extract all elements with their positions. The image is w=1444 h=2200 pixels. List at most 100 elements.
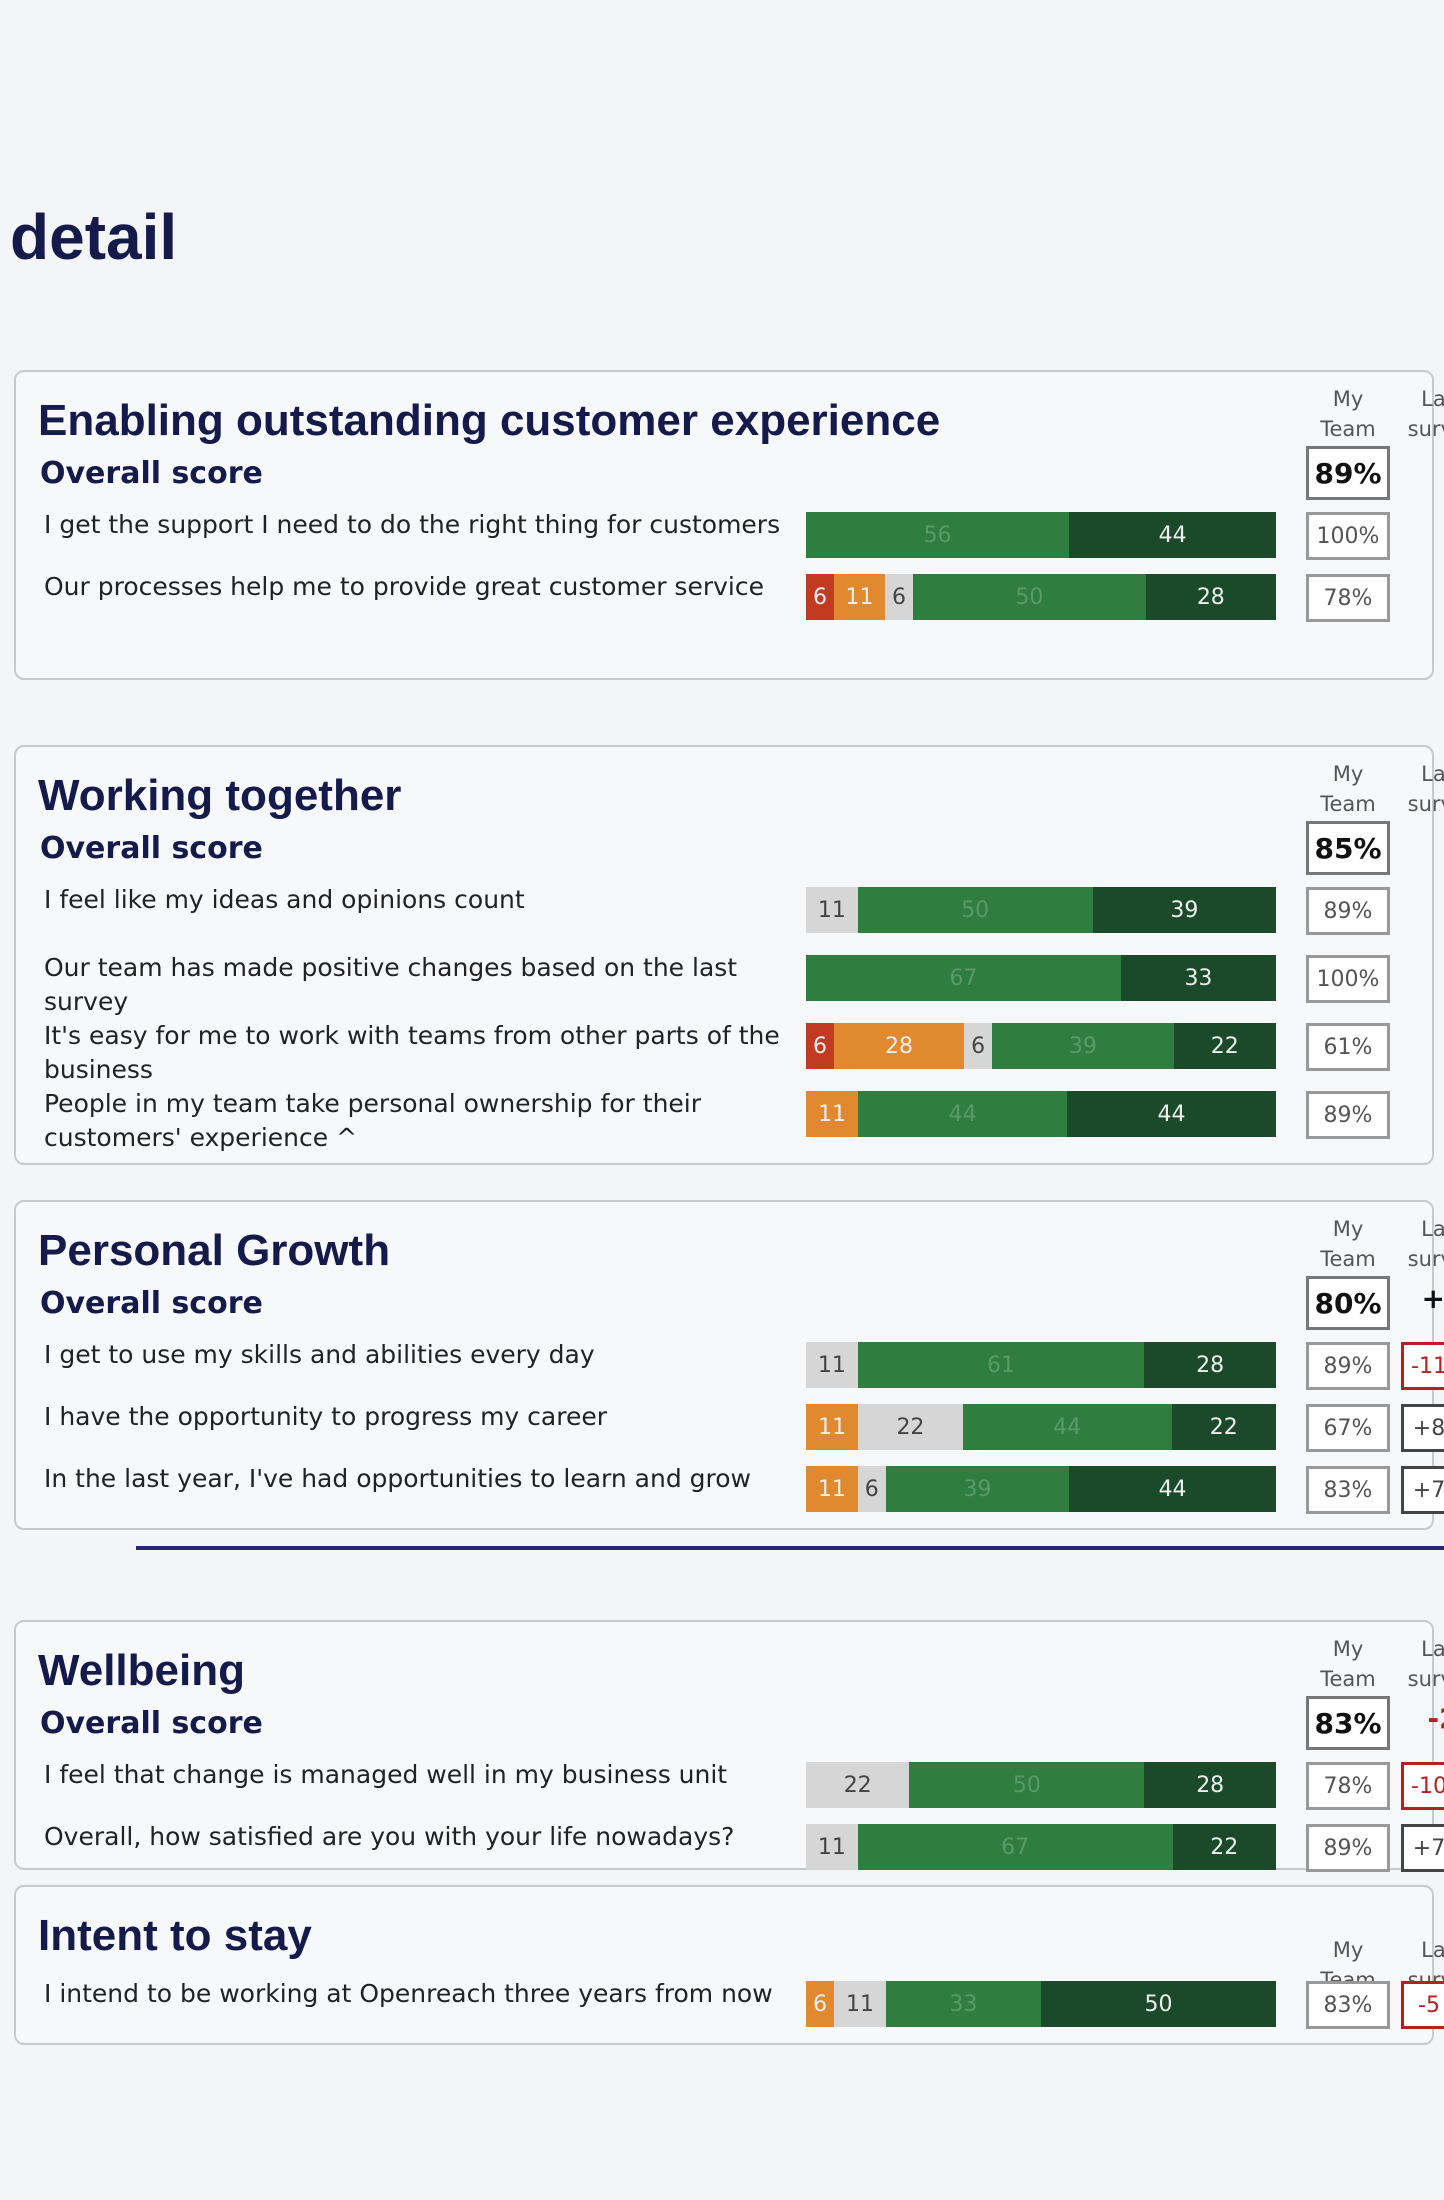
question: Our team has made positive changes based… bbox=[44, 953, 738, 1016]
header-line: survey bbox=[1407, 1247, 1444, 1271]
segment-label: 33 bbox=[1184, 965, 1213, 991]
header-line: My bbox=[1332, 762, 1364, 786]
bar-segment: 44 bbox=[1069, 1466, 1276, 1512]
team-score: 89% bbox=[1306, 887, 1390, 935]
segment-label: 11 bbox=[845, 584, 874, 610]
bar-segment: 44 bbox=[962, 1404, 1172, 1450]
overall-label: Overall score bbox=[40, 1286, 263, 1321]
segment-label: 11 bbox=[818, 1101, 847, 1127]
segment-label: 28 bbox=[1196, 1352, 1225, 1378]
last-survey: +7 bbox=[1401, 1466, 1444, 1514]
bar-segment: 22 bbox=[806, 1762, 910, 1808]
team-score: 100% bbox=[1306, 955, 1390, 1003]
section-title: Enabling outstanding customer experience bbox=[38, 396, 941, 445]
team-score: 89% bbox=[1306, 1091, 1390, 1139]
bar-segment: 44 bbox=[858, 1091, 1068, 1137]
header-line: My bbox=[1332, 387, 1364, 411]
bar-segment: 11 bbox=[806, 1342, 858, 1388]
header-line: Last bbox=[1421, 762, 1444, 786]
team-score: 100% bbox=[1306, 512, 1390, 560]
segment-label: 50 bbox=[1015, 584, 1044, 610]
last-survey: -10 bbox=[1401, 1762, 1444, 1810]
bar-segment: 6 bbox=[885, 574, 913, 620]
segment-label: 6 bbox=[813, 1991, 828, 2017]
overall-label: Overall score bbox=[40, 456, 263, 491]
last-survey: +7 bbox=[1401, 1824, 1444, 1872]
bar-segment: 50 bbox=[1040, 1981, 1276, 2027]
bar-segment: 11 bbox=[806, 1824, 858, 1870]
bar-segment: 67 bbox=[857, 1824, 1173, 1870]
stacked-bar: 11 22 44 22 bbox=[806, 1404, 1276, 1450]
bar-segment: 6 bbox=[964, 1023, 993, 1069]
question: People in my team take personal ownershi… bbox=[44, 1089, 702, 1152]
header-line: survey bbox=[1407, 417, 1444, 441]
header-line: Team bbox=[1320, 1247, 1376, 1271]
stacked-bar: 56 44 bbox=[806, 512, 1276, 558]
section-title: Working together bbox=[38, 771, 402, 820]
segment-label: 50 bbox=[1144, 1991, 1173, 2017]
bar-segment: 11 bbox=[834, 1981, 886, 2027]
bar-segment: 22 bbox=[1173, 1023, 1276, 1069]
overall-team: 83% bbox=[1306, 1696, 1390, 1750]
overall-team: 85% bbox=[1306, 821, 1390, 875]
header-line: survey bbox=[1407, 792, 1444, 816]
segment-label: 11 bbox=[818, 1414, 847, 1440]
stacked-bar: 6 28 6 39 22 bbox=[806, 1023, 1276, 1069]
divider bbox=[136, 1546, 1444, 1550]
bar-segment: 11 bbox=[806, 1091, 859, 1137]
stacked-bar: 67 33 bbox=[806, 955, 1276, 1001]
segment-label: 44 bbox=[1158, 522, 1187, 548]
bar-segment: 11 bbox=[806, 1404, 859, 1450]
last-survey: -11 bbox=[1401, 1342, 1444, 1390]
question: I get the support I need to do the right… bbox=[44, 510, 781, 539]
overall-label: Overall score bbox=[40, 831, 263, 866]
overall-team: 80% bbox=[1306, 1276, 1390, 1330]
header-line: My bbox=[1332, 1637, 1364, 1661]
segment-label: 11 bbox=[817, 897, 846, 923]
stacked-bar: 11 61 28 bbox=[806, 1342, 1276, 1388]
column-header: Last survey bbox=[1401, 1214, 1444, 1274]
section: Enabling outstanding customer experience… bbox=[14, 370, 1444, 680]
section: Intent to stayMyTeamLastsurveyI intend t… bbox=[14, 1885, 1444, 2045]
last-survey: +8 bbox=[1401, 1404, 1444, 1452]
bar-segment: 28 bbox=[1144, 1342, 1276, 1388]
bar-segment: 28 bbox=[1144, 1762, 1276, 1808]
header-line: Team bbox=[1320, 792, 1376, 816]
column-header: My Team bbox=[1306, 1214, 1390, 1274]
bar-segment: 6 bbox=[806, 574, 834, 620]
section-title: Wellbeing bbox=[38, 1646, 245, 1695]
bar-segment: 33 bbox=[885, 1981, 1041, 2027]
segment-label: 44 bbox=[1158, 1476, 1187, 1502]
bar-segment: 56 bbox=[806, 512, 1070, 558]
segment-label: 39 bbox=[1170, 897, 1199, 923]
question: I have the opportunity to progress my ca… bbox=[44, 1402, 608, 1431]
bar-segment: 22 bbox=[1172, 1824, 1276, 1870]
section: Wellbeing My Team Last survey Overall score 83… bbox=[14, 1620, 1444, 1872]
stacked-bar: 11 44 44 bbox=[806, 1091, 1276, 1137]
segment-label: 6 bbox=[971, 1033, 986, 1059]
segment-label: 50 bbox=[961, 897, 990, 923]
header-line: My bbox=[1332, 1217, 1364, 1241]
segment-label: 44 bbox=[1053, 1414, 1082, 1440]
header-line: My bbox=[1332, 1938, 1364, 1962]
header-line: Last bbox=[1421, 1637, 1444, 1661]
segment-label: 11 bbox=[817, 1476, 846, 1502]
bar-segment: 28 bbox=[833, 1023, 965, 1069]
segment-label: 67 bbox=[949, 965, 978, 991]
segment-label: 44 bbox=[948, 1101, 977, 1127]
last-survey: -5 bbox=[1401, 1981, 1444, 2029]
segment-label: 22 bbox=[843, 1772, 872, 1798]
section-title: Intent to stay bbox=[38, 1911, 312, 1960]
bar-segment: 39 bbox=[1092, 887, 1276, 933]
column-header: My Team bbox=[1306, 384, 1390, 444]
header-line: Last bbox=[1421, 387, 1444, 411]
bar-segment: 11 bbox=[806, 1466, 858, 1512]
stacked-bar: 11 67 22 bbox=[806, 1824, 1276, 1870]
segment-label: 67 bbox=[1001, 1834, 1030, 1860]
segment-label: 39 bbox=[1068, 1033, 1097, 1059]
team-score: 83% bbox=[1306, 1466, 1390, 1514]
stacked-bar: 11 6 39 44 bbox=[806, 1466, 1276, 1512]
segment-label: 22 bbox=[1209, 1414, 1238, 1440]
page-title: detail bbox=[10, 201, 178, 273]
